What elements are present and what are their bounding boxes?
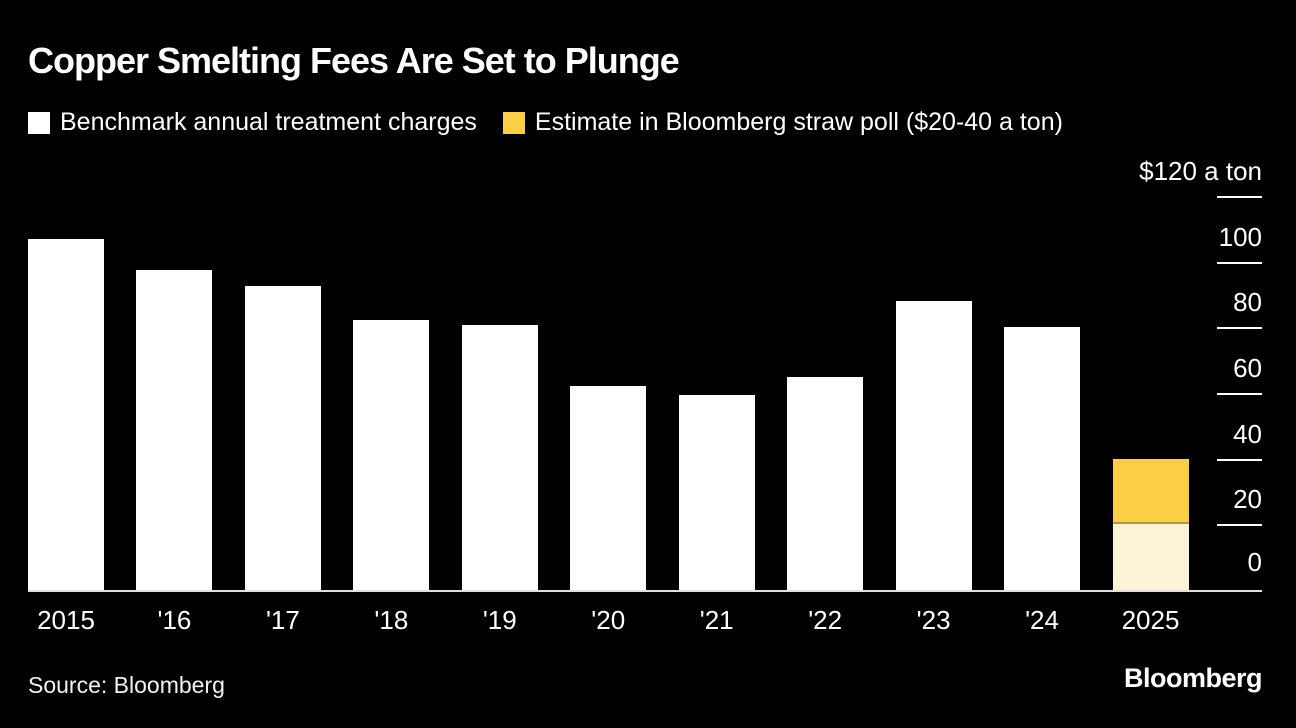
x-axis-label-23: '23	[916, 605, 951, 635]
plot-area	[28, 196, 1262, 590]
source-text: Source: Bloomberg	[28, 672, 225, 698]
x-axis-label-2015: 2015	[37, 605, 95, 635]
bar-2015	[28, 238, 104, 590]
benchmark-swatch-icon	[28, 111, 50, 134]
x-axis-label-24: '24	[1025, 605, 1059, 635]
estimate-swatch-icon	[502, 111, 525, 134]
x-axis-label-18: '18	[374, 605, 409, 635]
x-axis-label-16: '16	[157, 605, 192, 635]
x-axis: 2015 '16 '17 '18 '19 '20 '21 '22 '23 '24 2025	[28, 604, 1262, 638]
bloomberg-logo: Bloomberg	[1123, 663, 1263, 693]
bar-17	[244, 286, 321, 590]
x-axis-label-2025: 2025	[1121, 605, 1180, 635]
estimate-bar-high	[1112, 458, 1189, 525]
legend-item-estimate: Estimate in Bloomberg straw poll ($20-40…	[502, 108, 1063, 137]
bar-18	[353, 319, 430, 590]
legend-item-benchmark: Benchmark annual treatment charges	[28, 108, 477, 137]
x-axis-label-21: '21	[699, 605, 734, 635]
x-axis-label-22: '22	[808, 605, 843, 635]
bar-19	[461, 324, 538, 590]
bar-22	[787, 376, 864, 590]
estimate-bar-low	[1112, 524, 1189, 590]
bar-20	[570, 386, 647, 590]
x-axis-label-19: '19	[482, 605, 517, 635]
x-axis-label-20: '20	[591, 605, 626, 635]
legend: Benchmark annual treatment charges Estim…	[28, 108, 1063, 137]
x-axis-label-17: '17	[265, 605, 300, 635]
legend-label-benchmark: Benchmark annual treatment charges	[60, 108, 477, 136]
bar-23	[895, 301, 972, 590]
legend-label-estimate: Estimate in Bloomberg straw poll ($20-40…	[534, 108, 1063, 136]
bar-21	[678, 394, 755, 590]
bar-24	[1004, 327, 1081, 590]
y-tick-label-120: $120 a ton	[1139, 156, 1262, 186]
chart-title: Copper Smelting Fees Are Set to Plunge	[28, 40, 680, 81]
bar-16	[136, 270, 213, 590]
x-axis-baseline	[28, 590, 1262, 592]
